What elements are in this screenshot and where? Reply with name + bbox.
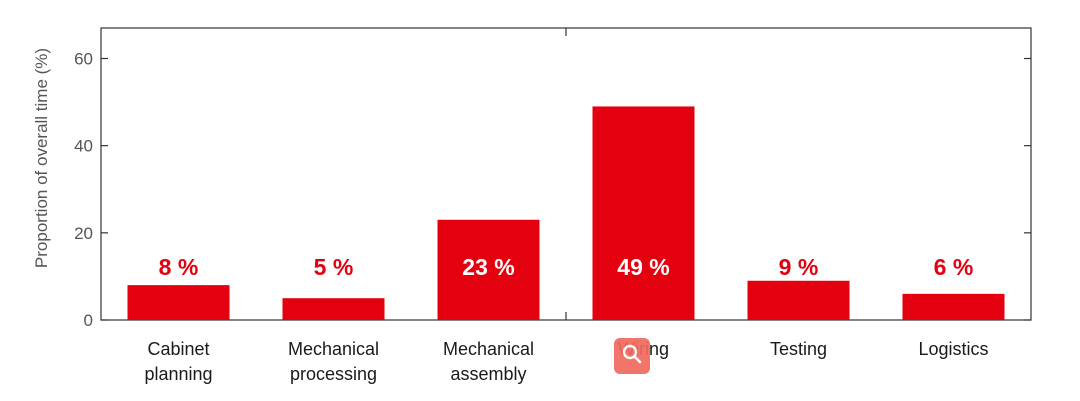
category-label: processing: [290, 364, 377, 384]
category-labels-group: Cabinet planning Mechanical processing Mecha…: [144, 339, 988, 384]
bar: [437, 219, 540, 320]
bar-data-label: 9 %: [779, 254, 819, 280]
bar: [592, 106, 695, 321]
bars-group: [127, 106, 1005, 321]
bar-data-label: 23 %: [462, 254, 514, 280]
bar: [127, 285, 230, 320]
y-tick-label: 60: [74, 50, 93, 69]
category-label: assembly: [450, 364, 526, 384]
bar-data-label: 49 %: [617, 254, 669, 280]
bar-data-label: 5 %: [314, 254, 354, 280]
category-label: Cabinet: [147, 339, 209, 359]
y-axis-ticks: 0 20 40 60: [74, 28, 1031, 330]
category-label: Testing: [770, 339, 827, 359]
category-label: Mechanical: [288, 339, 379, 359]
y-tick-label: 40: [74, 137, 93, 156]
bar: [902, 293, 1005, 320]
y-tick-label: 20: [74, 224, 93, 243]
bar-data-label: 6 %: [934, 254, 974, 280]
plot-frame: [100, 27, 1032, 321]
y-tick-label: 0: [84, 311, 93, 330]
zoom-button[interactable]: [614, 338, 650, 374]
y-axis-title: Proportion of overall time (%): [32, 48, 51, 268]
category-label: planning: [144, 364, 212, 384]
data-labels-group: 8 % 5 % 23 % 49 % 9 % 6 %: [159, 254, 974, 280]
bar: [282, 298, 385, 320]
bar-data-label: 8 %: [159, 254, 199, 280]
bar: [747, 280, 850, 320]
magnifier-icon: [621, 343, 643, 370]
category-label: Mechanical: [443, 339, 534, 359]
category-label: Logistics: [918, 339, 988, 359]
